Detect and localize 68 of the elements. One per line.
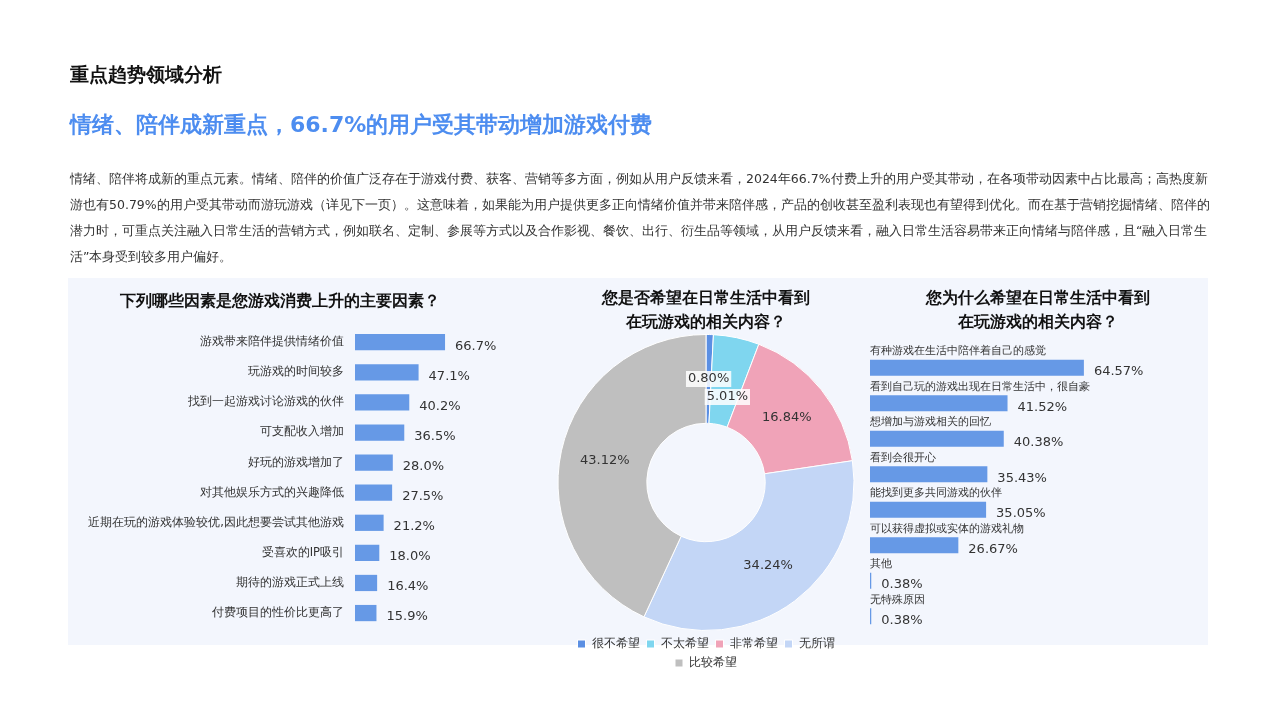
text: 情绪、陪伴将成新的重点元素。情绪、陪伴的价值广泛存在于游戏付费、获客、营销等多方面，例如从用户反馈来看，2024年66.7%付费上升的用户受其带动，在各项带动因素中占比最高；高热度新游也有50.79%的用户受其带动而游玩游戏（详见下一页）。这意味着，如果能为用户提供更多正向情绪价值并带来陪伴感，产品的创收甚至盈利表现也有望得到优化。而在基于营销挖掘情绪、陪伴的潜力时，可重点关注融入日常生活的营销方式，例如联名、定制、参展等方式以及合作影视、餐饮、出行、衍生品等领域，从用户反馈来看，融入日常生活容易带来正向情绪与陪伴感，且“融入日常生活”本身受到较多用户偏好。 [70,170,1210,266]
y-tick-label: 看到会很开心 [870,450,936,464]
y-tick-label: 对其他娱乐方式的兴趣降低 [200,484,344,499]
data-label: 21.2% [393,518,435,534]
y-tick-label: 期待的游戏正式上线 [236,574,344,589]
bar [355,334,446,351]
bar [355,574,378,592]
chart-title: 下列哪些因素是您游戏消费上升的主要因素？ [119,290,440,310]
data-label: 5.01% [706,388,749,404]
y-tick-label: 找到一起游戏讨论游戏的伙伴 [187,394,344,409]
chart-title: 您为什么希望在日常生活中看到在玩游戏的相关内容？ [924,287,1151,333]
data-label: 16.84% [761,408,812,424]
data-label: 66.7% [455,337,497,353]
data-label: 0.38% [881,611,923,627]
bar [870,430,1004,447]
data-label: 40.38% [1013,434,1064,450]
y-tick-label: 有种游戏在生活中陪伴着自己的感觉 [870,344,1046,358]
data-label: 36.5% [414,427,456,443]
data-label: 41.52% [1017,398,1068,414]
y-tick-label: 受喜欢的IP吸引 [261,544,344,559]
y-tick-label: 好玩的游戏增加了 [248,454,344,469]
y-tick-label: 其他 [870,557,892,571]
data-label: 28.0% [402,457,445,473]
y-tick-label: 付费项目的性价比更高了 [211,605,344,620]
bar [870,466,988,483]
legend-label: 无所谓 [798,636,835,651]
data-label: 47.1% [428,367,470,383]
y-tick-label: 游戏带来陪伴提供情绪价值 [200,334,344,349]
data-label: 26.67% [968,540,1018,556]
legend-label: 不太希望 [660,636,709,651]
data-label: 27.5% [402,488,444,504]
bar [870,395,1008,412]
bar [870,359,1084,376]
y-tick-label: 无特殊原因 [870,592,925,606]
bar [355,514,384,531]
y-tick-label: 玩游戏的时间较多 [248,364,344,379]
data-label: 15.9% [386,608,428,624]
text: 情绪、陪伴成新重点，66.7%的用户受其带动增加游戏付费 [70,111,654,139]
legend-label: 非常希望 [729,636,778,651]
bar [870,537,959,554]
chart-title: 您是否希望在日常生活中看到在玩游戏的相关内容？ [600,287,811,333]
data-label: 18.0% [389,548,431,564]
bar [355,484,393,501]
data-label: 43.12% [580,451,630,467]
text: 重点趋势领域分析 [70,62,223,87]
data-label: 34.24% [743,556,793,572]
y-tick-label: 想增加与游戏相关的回忆 [869,415,991,429]
bar [355,544,380,561]
y-tick-label: 可以获得虚拟或实体的游戏礼物 [870,521,1024,535]
bar [355,424,405,441]
y-tick-label: 能找到更多共同游戏的伙伴 [870,486,1002,500]
data-label: 0.80% [687,370,730,386]
bar [355,604,377,622]
y-tick-label: 看到自己玩的游戏出现在日常生活中，很自豪 [870,379,1090,393]
bar [355,394,410,411]
bar [355,454,393,471]
data-label: 35.43% [997,469,1047,485]
data-label: 40.2% [419,397,461,413]
data-label: 64.57% [1093,363,1144,379]
y-tick-label: 可支配收入增加 [260,424,344,439]
data-label: 16.4% [387,578,429,594]
data-label: 35.05% [996,505,1046,521]
legend-label: 比较希望 [689,655,737,670]
data-label: 0.38% [881,576,923,592]
legend-label: 很不希望 [591,636,640,651]
bar [870,501,987,518]
bar [355,364,419,381]
y-tick-label: 近期在玩的游戏体验较优,因此想要尝试其他游戏 [88,514,344,529]
